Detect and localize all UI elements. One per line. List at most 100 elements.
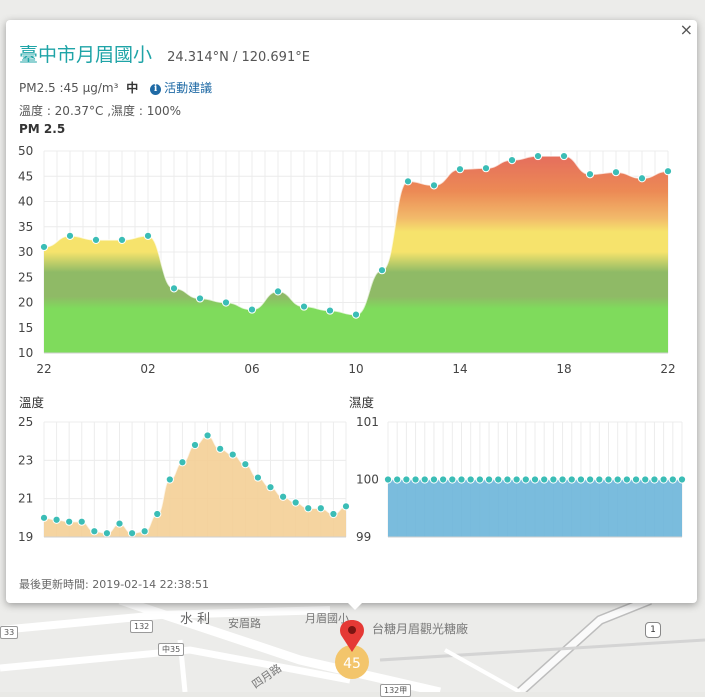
- data-point[interactable]: [533, 151, 543, 161]
- data-point[interactable]: [304, 504, 313, 513]
- data-point[interactable]: [266, 483, 275, 492]
- data-point[interactable]: [429, 181, 439, 190]
- data-point[interactable]: [329, 509, 338, 519]
- x-tick-label: 22: [660, 362, 675, 376]
- map-label-school: 月眉國小: [305, 612, 349, 625]
- station-marker[interactable]: 45: [335, 618, 375, 688]
- road-tag-zhong35: 中35: [158, 643, 185, 656]
- data-point[interactable]: [341, 502, 351, 511]
- data-point[interactable]: [484, 475, 494, 484]
- data-point[interactable]: [576, 475, 586, 484]
- data-point[interactable]: [241, 460, 250, 469]
- data-point[interactable]: [377, 266, 387, 275]
- data-point[interactable]: [153, 509, 162, 519]
- data-point[interactable]: [558, 475, 567, 484]
- area-fill: [44, 156, 668, 353]
- data-point[interactable]: [402, 475, 411, 484]
- data-point[interactable]: [466, 475, 475, 484]
- data-point[interactable]: [611, 168, 621, 177]
- data-point[interactable]: [195, 294, 205, 303]
- data-point[interactable]: [253, 473, 263, 482]
- data-point[interactable]: [90, 527, 99, 536]
- data-point[interactable]: [278, 492, 288, 501]
- data-point[interactable]: [613, 475, 622, 484]
- data-point[interactable]: [65, 231, 75, 240]
- data-point[interactable]: [140, 527, 149, 536]
- data-point[interactable]: [203, 431, 212, 440]
- data-point[interactable]: [567, 475, 576, 484]
- data-point[interactable]: [403, 177, 413, 186]
- data-point[interactable]: [585, 170, 595, 179]
- data-point[interactable]: [540, 475, 549, 484]
- data-point[interactable]: [411, 475, 420, 484]
- data-point[interactable]: [455, 165, 465, 174]
- data-point[interactable]: [216, 444, 225, 453]
- data-point[interactable]: [316, 504, 325, 513]
- data-point[interactable]: [503, 475, 512, 484]
- data-point[interactable]: [549, 475, 558, 484]
- data-point[interactable]: [521, 475, 530, 484]
- data-point[interactable]: [663, 167, 673, 176]
- activity-suggestion-link[interactable]: 活動建議: [164, 81, 213, 95]
- data-point[interactable]: [39, 513, 49, 522]
- data-point[interactable]: [143, 231, 153, 240]
- popup-pointer: [348, 603, 362, 610]
- data-point[interactable]: [659, 475, 668, 484]
- road-tag-33: 33: [0, 626, 19, 639]
- data-point[interactable]: [429, 475, 439, 484]
- data-point[interactable]: [65, 517, 74, 526]
- data-point[interactable]: [190, 440, 200, 450]
- data-point[interactable]: [115, 519, 124, 528]
- data-point[interactable]: [650, 475, 659, 484]
- data-point[interactable]: [507, 155, 517, 165]
- info-icon[interactable]: i: [150, 84, 162, 95]
- data-point[interactable]: [677, 475, 687, 484]
- data-point[interactable]: [247, 305, 257, 314]
- map-label-anmei-road: 安眉路: [228, 617, 261, 630]
- data-point[interactable]: [165, 475, 174, 484]
- y-tick-label: 35: [18, 220, 33, 234]
- data-point[interactable]: [559, 151, 569, 161]
- data-point[interactable]: [351, 310, 361, 319]
- data-point[interactable]: [481, 164, 491, 173]
- data-point[interactable]: [393, 475, 402, 484]
- data-point[interactable]: [299, 302, 309, 311]
- data-point[interactable]: [631, 475, 641, 484]
- x-tick-label: 14: [452, 362, 467, 376]
- data-point[interactable]: [448, 475, 457, 484]
- data-point[interactable]: [641, 475, 650, 484]
- data-point[interactable]: [530, 475, 540, 484]
- pm25-chart: 10 15 20 25 30 35 40 45 50 22 02 06 10 14 18 22: [18, 144, 676, 376]
- data-point[interactable]: [475, 475, 484, 484]
- map-label-shuili: 水 利: [180, 612, 211, 627]
- data-point[interactable]: [668, 475, 677, 484]
- data-point[interactable]: [457, 475, 466, 484]
- close-button[interactable]: ×: [679, 20, 693, 39]
- data-point[interactable]: [228, 450, 237, 459]
- data-point[interactable]: [383, 475, 393, 484]
- data-point[interactable]: [622, 475, 631, 484]
- data-point[interactable]: [494, 475, 503, 484]
- data-point[interactable]: [169, 284, 179, 293]
- data-point[interactable]: [604, 475, 613, 484]
- data-point[interactable]: [512, 475, 521, 484]
- data-point[interactable]: [325, 306, 335, 315]
- data-point[interactable]: [178, 458, 187, 467]
- map-pin-icon: [340, 620, 364, 652]
- data-point[interactable]: [420, 475, 429, 484]
- data-point[interactable]: [52, 515, 61, 524]
- data-point[interactable]: [291, 498, 300, 507]
- data-point[interactable]: [221, 298, 231, 307]
- data-point[interactable]: [91, 235, 101, 244]
- data-point[interactable]: [102, 529, 112, 538]
- data-point[interactable]: [117, 235, 127, 244]
- data-point[interactable]: [637, 174, 647, 183]
- data-point[interactable]: [586, 475, 595, 484]
- data-point[interactable]: [127, 529, 137, 538]
- data-point[interactable]: [439, 475, 448, 484]
- data-point[interactable]: [39, 242, 49, 252]
- data-point[interactable]: [595, 475, 604, 484]
- data-point[interactable]: [273, 287, 283, 296]
- y-tick-label: 10: [18, 346, 33, 360]
- data-point[interactable]: [77, 517, 86, 526]
